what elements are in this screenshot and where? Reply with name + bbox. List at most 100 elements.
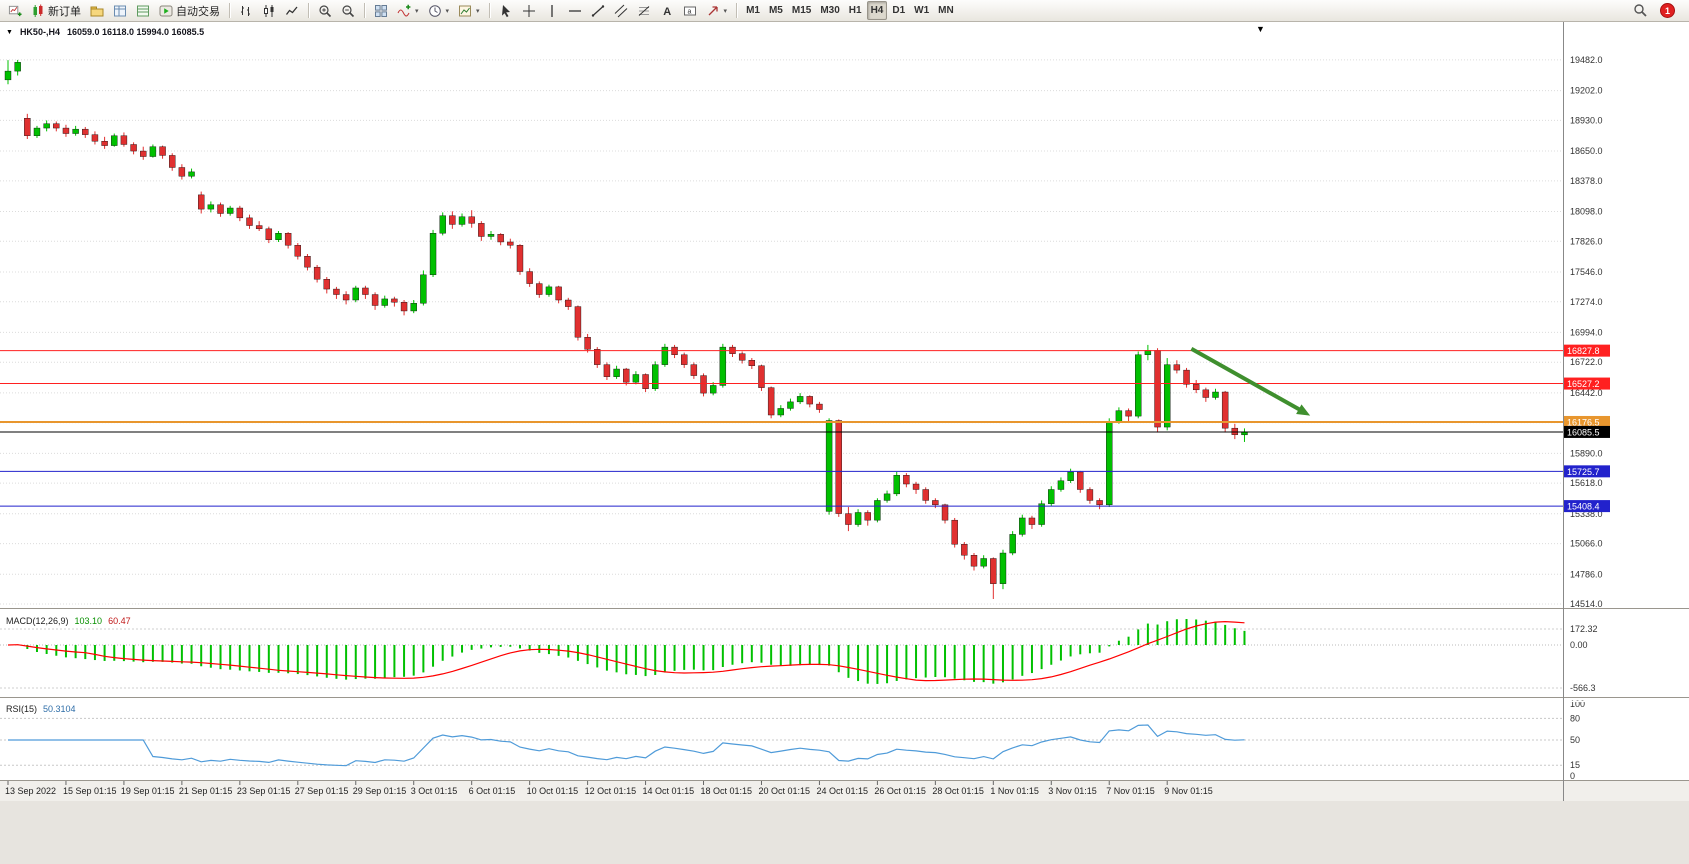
candle-body (149, 146, 157, 157)
new-chart-button[interactable] (4, 1, 26, 20)
candlestick-chart-icon (262, 4, 276, 18)
timeframe-m30-button[interactable]: M30 (816, 1, 843, 20)
cursor-icon (499, 4, 513, 18)
candle-body (458, 216, 466, 225)
notification-badge[interactable]: 1 (1660, 3, 1675, 18)
candle-body (226, 207, 234, 214)
svg-text:17274.0: 17274.0 (1570, 297, 1603, 307)
candle-body (1077, 471, 1084, 490)
data-window-button[interactable] (132, 1, 154, 20)
autotrading-icon (159, 4, 173, 18)
candle-body (275, 233, 282, 240)
candle-body (169, 155, 176, 168)
timeframe-w1-button[interactable]: W1 (910, 1, 933, 20)
tile-windows-button[interactable] (370, 1, 392, 20)
crosshair-button[interactable] (518, 1, 540, 20)
chart-plot-area[interactable]: 19482.0 19202.0 18930.0 18650.0 18378.0 18098… (0, 22, 1689, 864)
search-icon[interactable] (1629, 1, 1652, 20)
candle-body (874, 500, 881, 521)
rsi-value: 50.3104 (43, 704, 76, 714)
text-label-button[interactable]: a (679, 1, 701, 20)
candle-body (371, 294, 379, 306)
timeframe-d1-button[interactable]: D1 (888, 1, 909, 20)
candle-body (526, 271, 533, 284)
candle-body (342, 294, 350, 301)
text-label-icon: a (683, 4, 697, 18)
candle-body (690, 364, 698, 376)
autotrading-button[interactable]: 自动交易 (155, 1, 224, 20)
trend-arrow-annotation[interactable] (1190, 347, 1311, 416)
candlestick-chart-button[interactable] (258, 1, 280, 20)
candle-body (1067, 471, 1074, 481)
zoom-out-button[interactable] (337, 1, 359, 20)
candle-body (178, 167, 186, 177)
horizontal-line-button[interactable] (564, 1, 586, 20)
trendline-button[interactable] (587, 1, 609, 20)
toolbar-group: 新订单 自动交易 (4, 1, 224, 20)
equidistant-channel-button[interactable] (610, 1, 632, 20)
macd-signal-value: 60.47 (108, 616, 131, 626)
svg-text:19482.0: 19482.0 (1570, 55, 1603, 65)
timeframe-m1-button[interactable]: M1 (742, 1, 764, 20)
new-order-icon (31, 4, 45, 18)
timeframe-m5-button[interactable]: M5 (765, 1, 787, 20)
candle-body (217, 204, 224, 214)
crosshair-icon (522, 4, 536, 18)
zoom-in-button[interactable] (314, 1, 336, 20)
candle-body (323, 279, 330, 290)
periods-button[interactable]: ▾ (424, 1, 454, 20)
svg-text:15618.0: 15618.0 (1570, 478, 1603, 488)
candle-body (796, 396, 804, 403)
grid-lines (0, 59, 1563, 605)
toolbar-group (314, 1, 359, 20)
timeframe-mn-button[interactable]: MN (934, 1, 958, 20)
chart-menu-arrow-icon[interactable]: ▼ (6, 28, 13, 36)
fibonacci-button[interactable] (633, 1, 655, 20)
candle-body (400, 302, 408, 312)
svg-text:14 Oct 01:15: 14 Oct 01:15 (643, 786, 695, 796)
timeframe-h4-button[interactable]: H4 (866, 1, 888, 20)
price-tag-box (1564, 377, 1610, 390)
arrows-icon (706, 4, 720, 18)
new-chart-icon (8, 4, 22, 18)
bar-chart-button[interactable] (235, 1, 257, 20)
timeframe-d1-button-label: D1 (892, 5, 906, 16)
candle-body (922, 489, 929, 501)
svg-text:16722.0: 16722.0 (1570, 357, 1603, 367)
macd-axis-label: 172.32 (1570, 624, 1598, 634)
vertical-line-button[interactable] (541, 1, 563, 20)
templates-button[interactable]: ▾ (454, 1, 484, 20)
profiles-button[interactable] (86, 1, 108, 20)
timeframe-m15-button[interactable]: M15 (788, 1, 815, 20)
svg-text:20 Oct 01:15: 20 Oct 01:15 (758, 786, 810, 796)
autotrading-button-label: 自动交易 (176, 5, 220, 18)
candle-body (681, 354, 688, 365)
new-order-button[interactable]: 新订单 (27, 1, 85, 20)
candle-body (700, 375, 707, 394)
candle-body (1096, 500, 1103, 506)
arrows-button[interactable]: ▾ (702, 1, 732, 20)
candle-body (787, 401, 794, 409)
svg-text:10 Oct 01:15: 10 Oct 01:15 (527, 786, 579, 796)
line-chart-icon (285, 4, 299, 18)
candle-body (1212, 391, 1219, 398)
timeframe-h1-button[interactable]: H1 (845, 1, 866, 20)
candle-body (111, 135, 118, 146)
svg-text:9 Nov 01:15: 9 Nov 01:15 (1164, 786, 1213, 796)
rsi-axis-label: 80 (1570, 713, 1580, 723)
market-watch-button[interactable] (109, 1, 131, 20)
svg-text:18378.0: 18378.0 (1570, 176, 1603, 186)
line-chart-button[interactable] (281, 1, 303, 20)
cursor-button[interactable] (495, 1, 517, 20)
timeframe-w1-button-label: W1 (914, 5, 930, 16)
chart-shift-marker-icon[interactable]: ▼ (1256, 24, 1265, 34)
macd-label: MACD(12,26,9) 103.10 60.47 (6, 616, 131, 626)
toolbar-separator (488, 3, 490, 18)
svg-text:14786.0: 14786.0 (1570, 569, 1603, 579)
text-button[interactable]: A (656, 1, 678, 20)
indicators-button[interactable]: ▾ (393, 1, 423, 20)
candle-body (1048, 489, 1055, 504)
